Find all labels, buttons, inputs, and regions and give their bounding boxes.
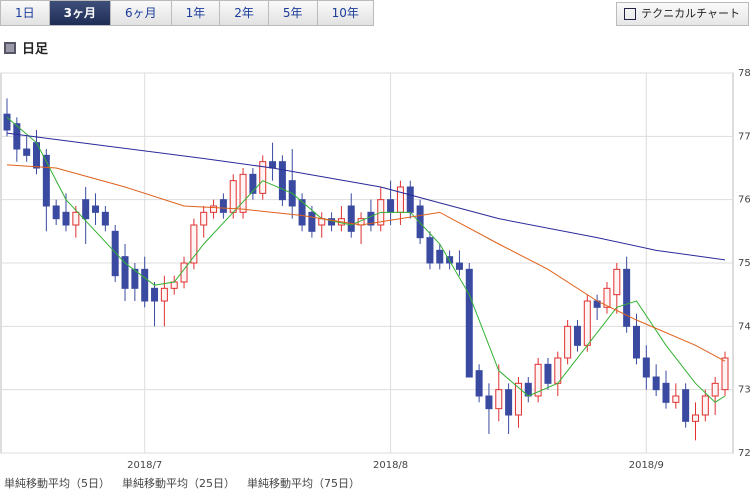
technical-chart-button[interactable]: テクニカルチャート — [616, 2, 749, 26]
y-tick-label: 76 — [738, 195, 751, 206]
candle-body — [436, 249, 444, 264]
tab[interactable]: 2年 — [220, 0, 269, 26]
candle-body — [623, 268, 631, 327]
candle-body — [701, 395, 709, 416]
candle-body — [406, 186, 414, 213]
candle-body — [672, 395, 680, 403]
tab[interactable]: 1年 — [171, 0, 221, 26]
candle-body — [23, 148, 31, 156]
y-tick-label: 75 — [738, 258, 751, 269]
tab[interactable]: 10年 — [317, 0, 374, 26]
candle-body — [111, 230, 119, 277]
y-tick-label: 78 — [738, 68, 751, 79]
candle-body — [446, 256, 454, 264]
candle-body — [92, 205, 100, 213]
candle-body — [662, 382, 670, 403]
candle-body — [505, 389, 513, 416]
candle-body — [632, 325, 640, 359]
candle-body — [387, 199, 395, 213]
candle-body — [485, 395, 493, 410]
legend-entry: 単純移動平均（25日） — [122, 476, 235, 490]
tab-bar: 1日 3ヶ月 6ヶ月 1年 2年 5年 10年 — [0, 0, 374, 26]
candle-body — [13, 123, 21, 150]
tab[interactable]: 6ヶ月 — [111, 0, 172, 26]
candle-body — [691, 414, 699, 422]
candle-body — [347, 205, 355, 232]
legend-entry: 単純移動平均（5日） — [4, 476, 110, 490]
candle-body — [278, 161, 286, 201]
candle-body — [426, 237, 434, 264]
x-tick-label: 2018/7 — [127, 460, 162, 471]
y-tick-label: 73 — [738, 385, 751, 396]
candle-body — [121, 256, 129, 289]
candle-body — [219, 199, 227, 213]
candle-body — [298, 199, 306, 226]
candle-body — [269, 161, 277, 169]
section-title: 日足 — [4, 38, 48, 57]
candle-body — [141, 268, 149, 302]
y-tick-label: 74 — [738, 321, 751, 332]
candle-body — [52, 205, 60, 220]
legend-entry: 単純移動平均（75日） — [247, 476, 360, 490]
candle-body — [170, 281, 178, 289]
candle-body — [721, 357, 729, 391]
candle-body — [42, 154, 50, 207]
candle-body — [210, 205, 218, 213]
candle-body — [583, 300, 591, 346]
candle-body — [396, 186, 404, 213]
candle-body — [475, 370, 483, 397]
y-tick-label: 77 — [738, 131, 751, 142]
candle-body — [416, 205, 424, 239]
candle-body — [131, 268, 139, 289]
candle-body — [613, 268, 621, 296]
candle-body — [151, 287, 159, 302]
candle-body — [239, 173, 247, 213]
candle-body — [62, 211, 70, 226]
candle-body — [711, 382, 719, 397]
candle-body — [160, 287, 168, 302]
candle-body — [455, 262, 463, 270]
candle-body — [495, 389, 503, 410]
candle-body — [190, 224, 198, 264]
candle-body — [544, 363, 552, 384]
moving-average-line — [6, 132, 726, 261]
candle-body — [101, 211, 109, 226]
moving-average-line — [6, 116, 726, 403]
candle-body — [534, 363, 542, 397]
x-tick-label: 2018/8 — [373, 460, 408, 471]
candle-body — [259, 161, 267, 194]
y-tick-label: 72 — [738, 448, 751, 459]
candle-body — [229, 180, 237, 213]
candle-body — [3, 113, 11, 131]
candle-body — [514, 382, 522, 416]
candle-body — [573, 325, 581, 346]
candle-body — [308, 211, 316, 232]
moving-average-line — [6, 164, 726, 362]
candle-body — [200, 211, 208, 226]
candle-body — [652, 376, 660, 391]
candle-body — [249, 173, 257, 194]
candle-body — [367, 211, 375, 226]
candle-body — [603, 287, 611, 308]
x-tick-label: 2018/9 — [629, 460, 664, 471]
candle-body — [682, 389, 690, 422]
candle-body — [554, 357, 562, 384]
tab[interactable]: 1日 — [0, 0, 50, 26]
tab[interactable]: 5年 — [268, 0, 318, 26]
candle-body — [82, 199, 90, 220]
candle-body — [642, 357, 650, 378]
tab[interactable]: 3ヶ月 — [49, 0, 111, 26]
candle-body — [72, 211, 80, 226]
candle-body — [564, 325, 572, 359]
candle-body — [465, 268, 473, 378]
